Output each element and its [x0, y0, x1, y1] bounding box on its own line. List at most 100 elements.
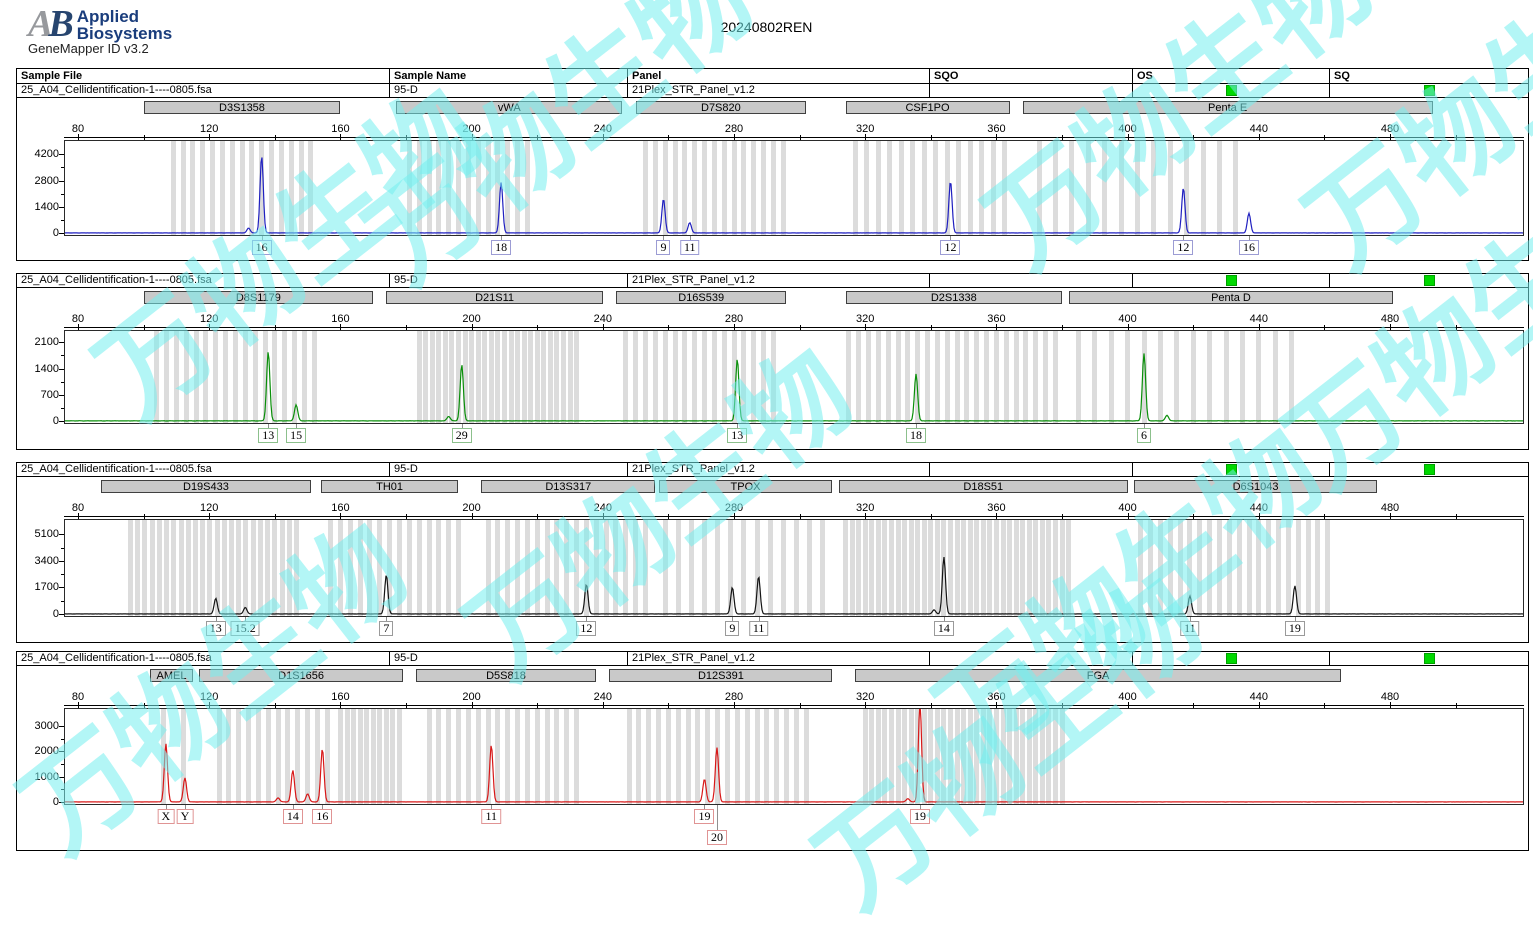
x-axis-major-tick: [1258, 702, 1260, 709]
allele-bin-stripe: [770, 331, 776, 423]
allele-bin-stripe: [672, 331, 678, 423]
y-axis-tick-label: 2000: [34, 745, 59, 758]
x-axis-tick-label: 280: [724, 691, 744, 703]
allele-bin-stripe: [731, 331, 737, 423]
allele-bin-stripe: [210, 141, 215, 235]
allele-bin-stripe: [702, 520, 707, 616]
allele-bin-stripe: [1207, 520, 1213, 616]
x-axis-tick-label: 80: [71, 313, 85, 325]
allele-bin-stripe: [1023, 331, 1029, 423]
allele-bin-stripe: [593, 520, 599, 616]
allele-bin-stripe: [347, 520, 353, 616]
allele-bin-stripe: [544, 709, 550, 804]
allele-bin-stripe: [465, 141, 471, 235]
allele-bin-stripe: [272, 331, 278, 423]
column-header-panel: Panel: [628, 69, 930, 83]
allele-bin-stripe: [324, 709, 330, 804]
marker-label-vWA: vWA: [396, 101, 623, 114]
allele-bin-stripe: [485, 520, 491, 616]
x-axis-minor-tick: [1455, 135, 1457, 140]
allele-bin-stripe: [1226, 520, 1232, 616]
allele-leader-line: [261, 236, 263, 240]
os-pass-flag: [1225, 653, 1237, 664]
sample-row: 25_A04_Cellidentification-1----0805.fsa …: [17, 652, 1528, 666]
allele-bin-stripe: [1197, 520, 1203, 616]
allele-call-label: 14: [933, 621, 954, 636]
allele-bin-stripe: [288, 141, 294, 235]
allele-bin-stripe: [869, 709, 875, 804]
chart-zone: D3S1358 vWA D7S820 CSF1PO Penta E 80 120 160 200…: [17, 98, 1528, 260]
allele-bin-stripe: [1167, 520, 1173, 616]
allele-bin-stripe: [469, 331, 475, 423]
allele-bin-stripe: [243, 520, 249, 616]
x-axis-major-tick: [734, 134, 735, 141]
allele-bin-stripe: [1325, 520, 1331, 616]
chart-zone: AMEL D1S1656 D5S818 D12S391 FGA 80 120 160 200 24…: [17, 666, 1528, 850]
allele-bin-stripe: [426, 709, 432, 804]
x-axis-major-tick: [734, 324, 735, 331]
x-axis-major-tick: [602, 134, 604, 141]
allele-bin-stripe: [278, 141, 284, 235]
allele-bin-stripe: [249, 141, 255, 235]
allele-bin-stripe: [1033, 331, 1039, 423]
allele-bin-stripe: [921, 141, 927, 235]
x-axis-tick-label: 80: [71, 123, 85, 135]
allele-bin-stripe: [521, 331, 527, 423]
allele-bin-stripe: [662, 141, 668, 235]
allele-bin-stripe: [711, 141, 717, 235]
allele-bin-stripe: [286, 520, 292, 616]
x-axis-major-tick: [1127, 702, 1129, 709]
x-axis-tick-label: 480: [1380, 502, 1400, 514]
chart-zone: D8S1179 D21S11 D16S539 D2S1338 Penta D 80 120 1…: [17, 288, 1528, 449]
y-axis-major-tick: [59, 154, 64, 156]
allele-call-label: 12: [940, 240, 961, 255]
allele-bin-stripe: [882, 520, 888, 616]
allele-bin-stripe: [1102, 141, 1108, 235]
allele-bin-stripe: [475, 331, 481, 423]
allele-bin-stripe: [574, 709, 580, 804]
y-axis-major-tick: [59, 560, 64, 562]
allele-bin-stripe: [675, 709, 681, 804]
allele-bin-stripe: [682, 331, 688, 423]
allele-bin-stripe: [1174, 331, 1180, 423]
allele-bin-stripe: [528, 331, 534, 423]
y-axis-minor-tick: [61, 789, 64, 791]
allele-bin-stripe: [1052, 331, 1058, 423]
allele-bin-stripe: [567, 331, 573, 423]
x-axis-tick-label: 480: [1380, 313, 1400, 325]
allele-bin-stripe: [642, 141, 648, 235]
chart-row: 4200 2800 1400 0: [17, 140, 1528, 239]
allele-bin-stripe: [1046, 520, 1052, 616]
allele-bin-stripe: [156, 520, 162, 616]
allele-bin-stripe: [1026, 709, 1032, 804]
marker-label-D18S51: D18S51: [839, 480, 1128, 493]
column-header-sample-name: Sample Name: [390, 69, 628, 83]
x-axis-tick-label: 440: [1249, 691, 1268, 703]
allele-bin-stripe: [633, 520, 639, 616]
allele-bin-stripe: [888, 709, 894, 804]
allele-bin-stripe: [1046, 709, 1052, 804]
allele-bin-stripe: [465, 709, 471, 804]
sample-row: 25_A04_Cellidentification-1----0805.fsa …: [17, 463, 1528, 477]
allele-bin-stripe: [236, 709, 242, 804]
column-header-sq: SQ: [1334, 70, 1350, 82]
allele-call-label: 16: [312, 809, 333, 824]
sample-file-value: 25_A04_Cellidentification-1----0805.fsa: [17, 274, 390, 287]
allele-call-label: 19: [694, 809, 715, 824]
allele-bin-stripe: [446, 520, 452, 616]
marker-label-D13S317: D13S317: [481, 480, 656, 493]
sq-status-cell: [1330, 652, 1528, 665]
y-axis-major-tick: [59, 534, 64, 536]
sample-row: 25_A04_Cellidentification-1----0805.fsa …: [17, 84, 1528, 98]
allele-bin-stripe: [921, 709, 927, 804]
x-axis-major-tick: [340, 324, 342, 331]
allele-bin-stripe: [1033, 709, 1039, 804]
allele-bin-stripe: [1000, 520, 1006, 616]
sq-pass-flag: [1423, 85, 1435, 96]
page-title: 20240802REN: [720, 19, 813, 35]
allele-bin-stripe: [603, 520, 609, 616]
allele-bin-stripe: [866, 331, 871, 423]
allele-bin-stripe: [1216, 141, 1222, 235]
electropherogram-panel-blue: Sample File Sample Name Panel SQO OS SQ …: [16, 68, 1529, 261]
allele-bin-stripe: [685, 709, 691, 804]
